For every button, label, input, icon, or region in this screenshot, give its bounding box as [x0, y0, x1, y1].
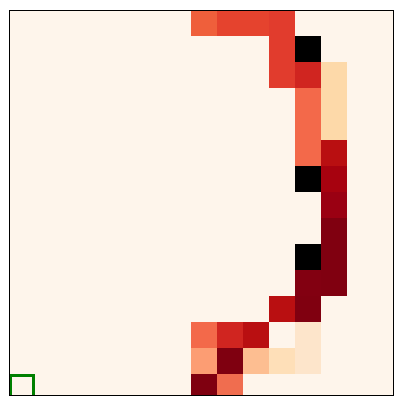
game-board — [9, 10, 394, 396]
grid-cell[interactable] — [243, 348, 269, 374]
grid-cell[interactable] — [321, 88, 347, 114]
grid-cell[interactable] — [321, 62, 347, 88]
grid-cell[interactable] — [217, 374, 243, 395]
grid-cell[interactable] — [295, 88, 321, 114]
grid-cell[interactable] — [295, 114, 321, 140]
grid-cell[interactable] — [295, 322, 321, 348]
grid-cell[interactable] — [191, 374, 217, 395]
grid-cell[interactable] — [269, 296, 295, 322]
grid-cell[interactable] — [217, 322, 243, 348]
grid-cell[interactable] — [269, 348, 295, 374]
grid-cell[interactable] — [295, 244, 321, 270]
grid-cell[interactable] — [295, 62, 321, 88]
grid-cell[interactable] — [321, 192, 347, 218]
grid-cell[interactable] — [321, 270, 347, 296]
grid-cell[interactable] — [295, 348, 321, 374]
grid-cell[interactable] — [321, 114, 347, 140]
grid-cell[interactable] — [295, 166, 321, 192]
grid-cell[interactable] — [295, 296, 321, 322]
grid-cell[interactable] — [321, 140, 347, 166]
grid-cell[interactable] — [269, 11, 295, 36]
grid-cell[interactable] — [295, 36, 321, 62]
grid-cell[interactable] — [269, 62, 295, 88]
grid-cell[interactable] — [295, 140, 321, 166]
grid-cell[interactable] — [191, 322, 217, 348]
grid-cell[interactable] — [191, 11, 217, 36]
grid-cell[interactable] — [321, 166, 347, 192]
grid-cell[interactable] — [321, 218, 347, 244]
grid-cell[interactable] — [217, 11, 243, 36]
grid-cell[interactable] — [321, 244, 347, 270]
grid-cell[interactable] — [269, 36, 295, 62]
grid-cell[interactable] — [243, 322, 269, 348]
grid-cell[interactable] — [295, 270, 321, 296]
grid-cell[interactable] — [191, 348, 217, 374]
selection-cursor[interactable] — [10, 374, 35, 395]
grid-cell[interactable] — [243, 11, 269, 36]
grid-cell[interactable] — [217, 348, 243, 374]
